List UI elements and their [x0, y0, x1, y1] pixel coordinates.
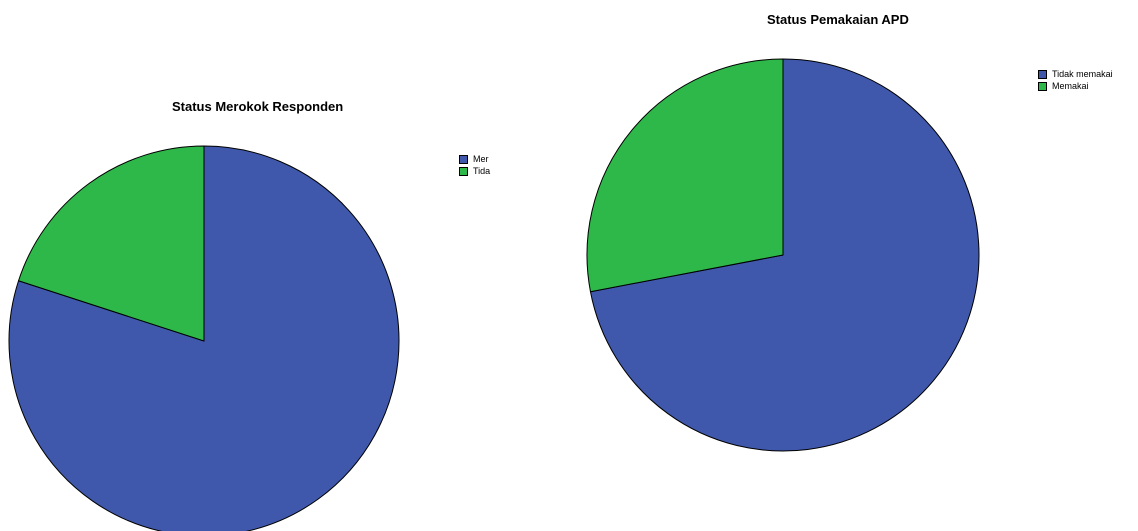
legend-label: Tidak memakai [1052, 69, 1113, 79]
pie-slice-tidak-memakai [589, 58, 980, 452]
legend-label: Mer [473, 154, 489, 164]
legend-label: Memakai [1052, 81, 1089, 91]
legend-item-smoking-1: Tida [459, 165, 495, 177]
legend-smoking: Mer Tida [459, 153, 495, 177]
legend-swatch-green [1038, 81, 1047, 91]
legend-swatch-green [459, 166, 468, 176]
pie-smoking-status [8, 145, 400, 531]
pie-slice-merokok [8, 145, 400, 531]
legend-item-apd-0: Tidak memakai [1038, 68, 1134, 80]
legend-item-apd-1: Memakai [1038, 80, 1134, 92]
legend-swatch-blue [1038, 69, 1047, 79]
pie-slice-memakai [586, 58, 784, 293]
legend-item-smoking-0: Mer [459, 153, 495, 165]
chart-title-smoking: Status Merokok Responden [172, 99, 344, 114]
legend-apd: Tidak memakai Memakai [1038, 68, 1134, 92]
legend-swatch-blue [459, 154, 468, 164]
legend-label: Tida [473, 166, 491, 176]
pie-apd-status [586, 58, 980, 452]
pie-slice-tidak-merokok [18, 145, 205, 342]
chart-title-apd: Status Pemakaian APD [767, 12, 909, 27]
